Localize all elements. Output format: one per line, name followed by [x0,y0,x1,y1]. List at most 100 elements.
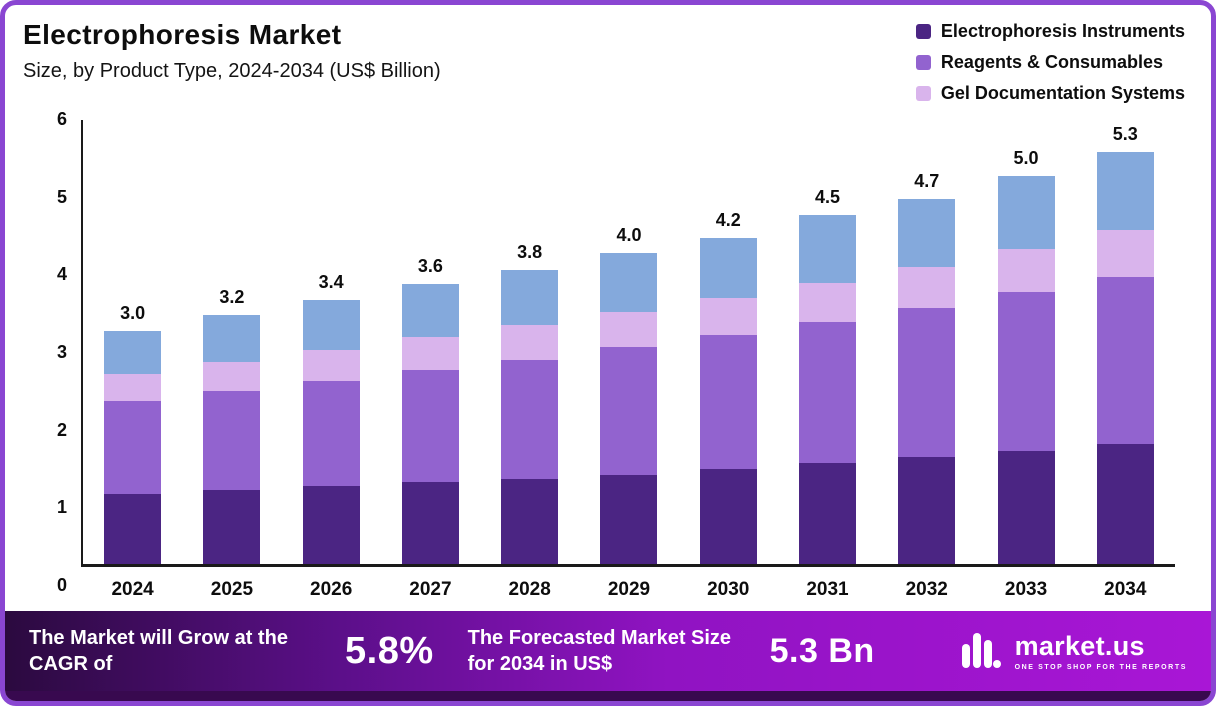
marketus-logo-icon [959,627,1003,676]
segment-1-2030 [699,334,757,470]
chart-section: Electrophoresis Market Size, by Product … [5,5,1211,611]
y-tick-label: 2 [56,419,67,440]
segment-3-2025 [203,315,261,363]
segment-1-2024 [104,400,162,495]
segment-0-2034 [1096,443,1154,564]
legend-label: Gel Documentation Systems [940,83,1185,103]
bar-total-label-2032: 4.7 [914,171,940,191]
segment-1-2027 [401,369,459,483]
segment-2-2030 [699,298,757,335]
segment-3-2028 [501,270,559,325]
y-tick-label: 1 [56,497,67,518]
bar-total-label-2027: 3.6 [417,256,443,277]
segment-1-2032 [898,307,956,457]
segment-0-2029 [600,474,658,564]
segment-0-2033 [997,451,1055,564]
segment-1-2025 [203,390,261,491]
bar-stack-2029 [600,253,658,564]
segment-3-2029 [600,253,658,312]
bar-stack-2034 [1096,152,1154,564]
legend-swatch [915,55,931,70]
segment-0-2025 [203,490,261,564]
bar-2025: 3.2 [182,120,281,564]
segment-1-2031 [798,321,856,464]
segment-0-2031 [798,463,856,564]
segment-0-2032 [898,456,956,564]
segment-1-2026 [302,380,360,487]
bar-2024: 3.0 [83,120,182,564]
bar-2029: 4.0 [579,120,678,564]
y-axis: 6 5 4 3 2 1 0 [23,109,81,595]
legend-item-1: Reagents & Consumables [915,52,1185,73]
bar-stack-2026 [302,299,360,564]
segment-2-2024 [104,373,162,401]
segment-2-2027 [401,337,459,370]
forecast-text: The Forecasted Market Size for 2034 in U… [467,627,732,675]
bar-total-label-2026: 3.4 [318,271,344,292]
legend-swatch [915,86,931,101]
legend-item-0: Electrophoresis Instruments [915,21,1185,42]
x-tick-label-2027: 2027 [409,579,452,600]
segment-2-2028 [501,324,559,360]
bar-total-label-2029: 4.0 [616,225,642,246]
segment-2-2029 [600,311,658,347]
segment-1-2033 [997,292,1055,452]
x-tick-label-2028: 2028 [508,579,551,600]
bar-stack-2025 [203,315,261,564]
bars-row: 3.0 3.2 3.4 3.6 3.8 4.0 4.2 4.5 4.7 5.0 5.3 [83,120,1175,564]
plot-area: 3.0 3.2 3.4 3.6 3.8 4.0 4.2 4.5 4.7 5.0 5.3 [81,120,1175,567]
bar-2027: 3.6 [381,120,480,564]
bar-2033: 5.0 [976,120,1075,564]
segment-1-2034 [1096,276,1154,444]
x-tick-label-2034: 2034 [1104,579,1147,600]
segment-1-2028 [501,359,559,479]
segment-2-2026 [302,349,360,381]
segment-3-2031 [798,214,856,283]
bar-total-label-2030: 4.2 [715,209,741,230]
segment-2-2032 [898,267,956,308]
segment-0-2026 [302,486,360,564]
page-subtitle: Size, by Product Type, 2024-2034 (US$ Bi… [23,60,441,82]
segment-2-2033 [997,249,1055,293]
segment-3-2034 [1096,152,1154,231]
segment-3-2033 [997,175,1055,250]
segment-3-2026 [302,299,360,350]
brand-tagline: ONE STOP SHOP FOR THE REPORTS [1014,664,1187,671]
x-tick-label-2032: 2032 [905,579,948,600]
segment-3-2030 [699,237,757,299]
segment-2-2034 [1096,230,1154,277]
y-tick-label: 4 [56,264,67,285]
segment-0-2024 [104,494,162,564]
legend-label: Electrophoresis Instruments [940,21,1185,41]
segment-0-2030 [699,469,757,564]
bottom-strip [5,691,1211,701]
bar-2031: 4.5 [778,120,877,564]
bar-2028: 3.8 [480,120,579,564]
bar-total-label-2031: 4.5 [814,186,840,207]
bar-2030: 4.2 [679,120,778,564]
page-title: Electrophoresis Market [23,19,342,50]
bar-total-label-2025: 3.2 [219,287,245,308]
y-tick-label: 5 [56,186,67,207]
brand-name: market.us [1014,631,1145,661]
footer-banner: The Market will Grow at the CAGR of 5.8%… [5,611,1211,691]
title-block: Electrophoresis Market Size, by Product … [23,19,441,83]
bar-2034: 5.3 [1076,120,1175,564]
cagr-value: 5.8% [345,629,434,672]
chart-legend: Electrophoresis Instruments Reagents & Co… [915,19,1191,104]
x-tick-label-2030: 2030 [707,579,750,600]
x-tick-label-2031: 2031 [806,579,849,600]
segment-0-2027 [401,482,459,564]
bar-stack-2024 [104,331,162,564]
bar-2026: 3.4 [282,120,381,564]
segment-1-2029 [600,346,658,475]
chart-area: 6 5 4 3 2 1 0 3.0 3.2 3.4 3.6 3.8 4.0 4.2 4.5 4.7 5.0 5.… [23,109,1191,595]
bar-total-label-2024: 3.0 [120,303,146,324]
segment-3-2024 [104,331,162,374]
bar-stack-2028 [501,270,559,564]
segment-2-2025 [203,362,261,391]
x-tick-label-2026: 2026 [310,579,353,600]
bar-stack-2031 [798,214,856,564]
bar-stack-2027 [401,284,459,564]
x-tick-label-2025: 2025 [210,579,254,600]
